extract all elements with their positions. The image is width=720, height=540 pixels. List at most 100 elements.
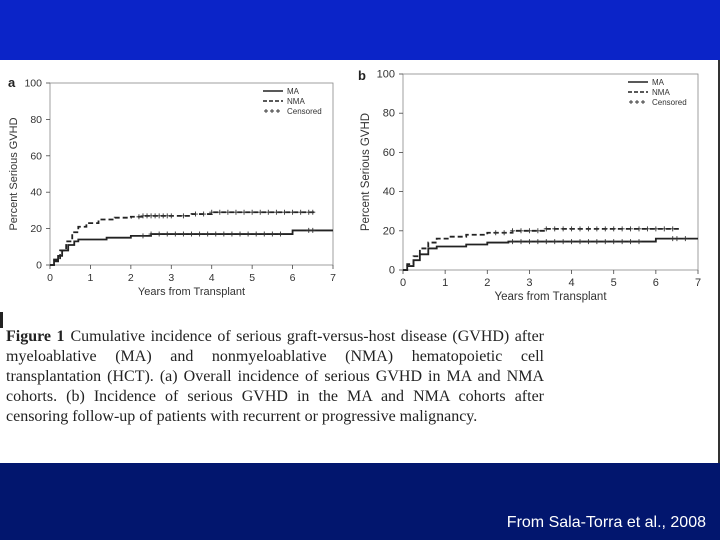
plot-frame	[402, 73, 699, 271]
censored-mark	[628, 226, 634, 232]
censored-mark	[269, 231, 275, 237]
figure-image: 0 20 40 60 80 100 0 1 2 3 4 5 6 7 Years from Transplan…	[0, 60, 720, 463]
legend-entry-censored: Censored	[287, 107, 322, 116]
censored-mark	[585, 239, 591, 245]
legend-censored-symbol	[276, 109, 280, 113]
censored-mark	[619, 226, 625, 232]
censored-mark	[636, 239, 642, 245]
y-axis-label: Percent Serious GVHD	[8, 117, 20, 230]
x-tick-label: 4	[209, 272, 215, 284]
censored-mark	[552, 226, 558, 232]
panel-label: a	[8, 75, 16, 90]
censored-mark	[552, 239, 558, 245]
censored-mark	[518, 228, 524, 234]
censored-mark	[594, 239, 600, 245]
x-tick-label: 5	[249, 272, 255, 284]
censored-mark	[518, 239, 524, 245]
y-tick-label: 100	[24, 78, 42, 90]
censored-mark	[577, 226, 583, 232]
x-tick-label: 4	[569, 277, 575, 289]
censored-mark	[298, 209, 304, 215]
censored-mark	[277, 231, 283, 237]
legend-censored-symbol	[264, 109, 268, 113]
x-tick-label: 6	[653, 277, 659, 289]
censored-mark	[237, 231, 243, 237]
censored-mark	[261, 231, 267, 237]
censored-mark	[661, 226, 667, 232]
y-tick-label: 80	[30, 114, 42, 126]
censored-mark	[290, 209, 296, 215]
x-tick-label: 7	[695, 277, 701, 289]
censored-mark	[560, 226, 566, 232]
x-tick-label: 1	[442, 277, 448, 289]
censored-mark	[241, 209, 247, 215]
censored-mark	[577, 239, 583, 245]
x-tick-label: 3	[168, 272, 174, 284]
slide-footer-bar: From Sala-Torra et al., 2008	[0, 463, 720, 540]
censored-mark	[310, 209, 316, 215]
censored-mark	[674, 236, 680, 242]
y-tick-label: 40	[30, 187, 42, 199]
x-axis-label: Years from Transplant	[138, 286, 245, 298]
censored-mark	[619, 239, 625, 245]
censored-mark	[156, 231, 162, 237]
censored-mark	[180, 231, 186, 237]
figure-caption-label: Figure 1	[6, 328, 65, 345]
censored-mark	[273, 209, 279, 215]
legend-entry-nma: NMA	[652, 88, 670, 97]
censored-mark	[213, 231, 219, 237]
censored-mark	[249, 209, 255, 215]
censored-mark	[510, 228, 516, 234]
censored-mark	[310, 227, 316, 233]
figure-caption-text: Cumulative incidence of serious graft-ve…	[6, 328, 545, 425]
censored-mark	[510, 239, 516, 245]
x-tick-label: 0	[47, 272, 53, 284]
x-axis-label: Years from Transplant	[494, 291, 607, 303]
series-nma-line	[403, 227, 682, 271]
x-tick-label: 1	[88, 272, 94, 284]
series-nma-line	[50, 211, 317, 266]
x-tick-label: 2	[484, 277, 490, 289]
y-tick-label: 20	[383, 225, 395, 237]
censored-mark	[628, 239, 634, 245]
source-credit: From Sala-Torra et al., 2008	[506, 514, 706, 531]
censored-mark	[535, 239, 541, 245]
legend-censored-symbol	[270, 109, 274, 113]
censored-mark	[172, 231, 178, 237]
y-tick-label: 100	[377, 69, 395, 81]
censored-mark	[501, 230, 507, 236]
x-tick-label: 3	[526, 277, 532, 289]
legend-entry-ma: MA	[287, 87, 300, 96]
censored-mark	[245, 231, 251, 237]
x-tick-label: 0	[400, 277, 406, 289]
slide-title-bar	[0, 0, 720, 60]
legend-censored-symbol	[629, 100, 633, 104]
censored-mark	[602, 226, 608, 232]
x-tick-label: 6	[290, 272, 296, 284]
y-tick-label: 80	[383, 108, 395, 120]
censored-mark	[560, 239, 566, 245]
y-tick-label: 0	[36, 260, 42, 272]
censored-mark	[180, 213, 186, 219]
censored-mark	[602, 239, 608, 245]
censored-mark	[636, 226, 642, 232]
x-tick-label: 2	[128, 272, 134, 284]
plot-frame	[49, 82, 334, 266]
figure-caption: Figure 1 Cumulative incidence of serious …	[6, 327, 544, 427]
legend-entry-censored: Censored	[652, 98, 687, 107]
censored-mark	[493, 230, 499, 236]
y-axis-label: Percent Serious GVHD	[360, 113, 372, 231]
y-tick-label: 0	[389, 265, 395, 277]
censored-mark	[585, 226, 591, 232]
chart-panel-a: 0 20 40 60 80 100 0 1 2 3 4 5 6 7 Years from Transplan…	[8, 75, 336, 298]
x-tick-label: 5	[611, 277, 617, 289]
series-ma-line	[403, 237, 698, 271]
censored-mark	[682, 236, 688, 242]
censored-mark	[670, 236, 676, 242]
censored-mark	[526, 239, 532, 245]
censored-mark	[217, 209, 223, 215]
legend-censored-symbol	[635, 100, 639, 104]
censored-mark	[221, 231, 227, 237]
censored-mark	[543, 226, 549, 232]
figure-right-edge	[718, 60, 720, 463]
